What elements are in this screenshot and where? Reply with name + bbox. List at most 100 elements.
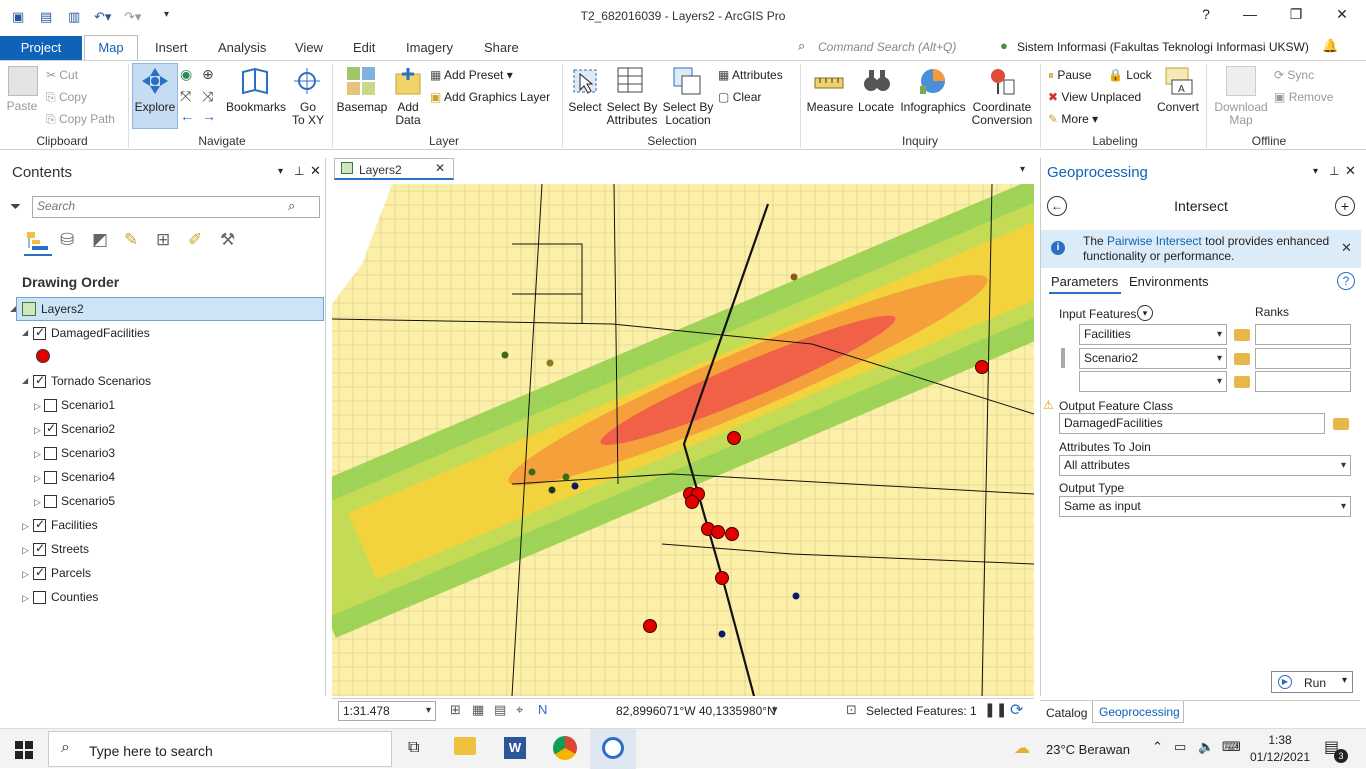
new-project-icon[interactable]: ▣ <box>12 9 25 24</box>
help-icon[interactable]: ? <box>1337 272 1355 290</box>
drag-handle[interactable] <box>1061 348 1065 368</box>
coordinate-format-icon[interactable]: ▾ <box>772 704 778 716</box>
minimize-button[interactable]: — <box>1243 6 1257 22</box>
collapse-section-icon[interactable]: ▾ <box>1137 305 1153 321</box>
map-tab-menu-icon[interactable]: ▾ <box>1020 164 1026 175</box>
folder-icon[interactable] <box>1234 376 1250 388</box>
pin-icon[interactable]: ⊥ <box>294 164 305 178</box>
close-button[interactable]: ✕ <box>1336 6 1348 22</box>
measure-button[interactable]: Measure <box>806 100 854 114</box>
tab-imagery[interactable]: Imagery <box>406 40 453 55</box>
windows-start-icon[interactable] <box>15 741 33 759</box>
output-feature-class-input[interactable]: DamagedFacilities <box>1059 413 1325 434</box>
fixed-zoom-icon[interactable]: ⊕ <box>202 66 214 82</box>
folder-icon[interactable] <box>1234 353 1250 365</box>
run-options-icon[interactable]: ▾ <box>1342 675 1348 686</box>
map-tab[interactable]: Layers2 ✕ <box>334 158 454 180</box>
cut-button[interactable]: ✂ Cut <box>46 68 79 82</box>
list-by-snapping-icon[interactable]: ⊞ <box>156 230 171 249</box>
expand-icon[interactable]: ▷ <box>34 497 41 507</box>
pairwise-intersect-link[interactable]: Pairwise Intersect <box>1107 234 1202 248</box>
back-icon[interactable]: ← <box>180 108 194 124</box>
zoom-out-icon[interactable]: ⤨ <box>202 88 214 104</box>
expand-icon[interactable]: ▷ <box>34 425 41 435</box>
copy-path-button[interactable]: ⎘ Copy Path <box>46 112 115 126</box>
map-canvas[interactable] <box>332 184 1034 696</box>
layer-scenario1[interactable]: Scenario1 <box>61 398 116 412</box>
select-by-location-button[interactable]: Select By Location <box>660 101 716 127</box>
input-features-2[interactable]: Scenario2 <box>1079 348 1227 369</box>
forward-icon[interactable]: → <box>202 108 216 124</box>
expand-icon[interactable]: ▷ <box>22 593 29 603</box>
rank-input-3[interactable] <box>1255 371 1351 392</box>
tab-environments[interactable]: Environments <box>1129 274 1209 289</box>
layer-damaged-facilities[interactable]: DamagedFacilities <box>51 326 150 340</box>
help-button[interactable]: ? <box>1202 6 1210 22</box>
expand-icon[interactable]: ▷ <box>34 449 41 459</box>
chevron-up-icon[interactable]: ⌃ <box>1152 739 1163 754</box>
list-by-perspective-icon[interactable]: ⚒ <box>220 230 236 249</box>
volume-icon[interactable]: 🔈 <box>1198 739 1215 754</box>
folder-icon[interactable] <box>1333 418 1349 430</box>
layer-facilities[interactable]: Facilities <box>51 518 98 532</box>
tab-view[interactable]: View <box>295 40 323 55</box>
view-unplaced-button[interactable]: ✖ View Unplaced <box>1048 90 1141 104</box>
account-name[interactable]: Sistem Informasi (Fakultas Teknologi Inf… <box>1017 40 1309 54</box>
tornado-visibility-checkbox[interactable] <box>33 373 46 388</box>
layer-scenario4[interactable]: Scenario4 <box>61 470 116 484</box>
run-button[interactable]: ▶ Run ▾ <box>1271 671 1353 693</box>
grid-icon[interactable]: ▦ <box>472 702 485 717</box>
north-arrow-icon[interactable]: N <box>538 702 548 717</box>
input-features-1[interactable]: Facilities <box>1079 324 1227 345</box>
pane-menu-icon[interactable]: ▾ <box>278 166 284 177</box>
refresh-icon[interactable]: ⟳ <box>1010 702 1024 719</box>
tab-analysis[interactable]: Analysis <box>218 40 267 55</box>
weather-text[interactable]: 23°C Berawan <box>1046 742 1130 757</box>
scenario1-checkbox[interactable] <box>44 399 57 412</box>
layer-tornado-scenarios[interactable]: Tornado Scenarios <box>51 374 152 388</box>
lock-button[interactable]: 🔒 Lock <box>1108 68 1152 82</box>
expand-icon[interactable]: ▷ <box>22 569 29 579</box>
coordinate-conversion-button[interactable]: Coordinate Conversion <box>970 101 1034 127</box>
select-by-attributes-button[interactable]: Select By Attributes <box>604 101 660 127</box>
restore-button[interactable]: ❐ <box>1289 6 1303 22</box>
dismiss-icon[interactable]: ✕ <box>1341 240 1352 255</box>
tab-parameters[interactable]: Parameters <box>1051 274 1119 289</box>
tab-edit[interactable]: Edit <box>353 40 376 55</box>
damaged-visibility-checkbox[interactable] <box>33 325 46 340</box>
attributes-to-join-select[interactable]: All attributes <box>1059 455 1351 476</box>
attributes-button[interactable]: ▦ Attributes <box>718 68 783 82</box>
add-icon[interactable]: + <box>1335 196 1355 216</box>
more-button[interactable]: ✎ More ▾ <box>1048 112 1099 126</box>
selected-features-count[interactable]: Selected Features: 1 <box>866 704 977 718</box>
layer-parcels[interactable]: Parcels <box>51 566 92 580</box>
zoom-in-icon[interactable]: ⤧ <box>180 88 192 104</box>
select-button[interactable]: Select <box>568 100 602 114</box>
download-map-button[interactable]: Download Map <box>1210 101 1272 127</box>
folder-icon[interactable] <box>1234 329 1250 341</box>
list-by-labeling-icon[interactable]: ✐ <box>188 230 203 249</box>
word-icon[interactable]: W <box>504 737 526 759</box>
tree-map-layers2[interactable] <box>16 297 324 321</box>
filter-icon[interactable]: ⏷ <box>10 198 22 214</box>
scale-lock-icon[interactable]: ⊞ <box>450 702 461 717</box>
expand-icon[interactable]: ▷ <box>34 401 41 411</box>
arcgis-pro-task[interactable] <box>590 729 636 769</box>
convert-button[interactable]: Convert <box>1156 100 1200 114</box>
map-tab-close-icon[interactable]: ✕ <box>435 161 446 175</box>
battery-icon[interactable]: ▭ <box>1174 739 1187 754</box>
collapse-icon[interactable]: ◢ <box>22 328 29 337</box>
infographics-button[interactable]: Infographics <box>900 100 966 114</box>
facilities-checkbox[interactable] <box>33 517 46 532</box>
locate-button[interactable]: Locate <box>857 100 895 114</box>
list-by-drawing-order-icon[interactable] <box>26 230 50 252</box>
snapping-icon[interactable]: ⌖ <box>516 702 524 717</box>
rank-input-1[interactable] <box>1255 324 1351 345</box>
layer-streets[interactable]: Streets <box>51 542 90 556</box>
streets-checkbox[interactable] <box>33 541 46 556</box>
taskbar-search-box[interactable]: ⌕ Type here to search <box>48 731 392 767</box>
clock-date[interactable]: 01/12/2021 <box>1249 750 1311 764</box>
scenario3-checkbox[interactable] <box>44 447 57 460</box>
expand-icon[interactable]: ▷ <box>34 473 41 483</box>
pane-close-icon[interactable]: ✕ <box>1345 163 1356 178</box>
